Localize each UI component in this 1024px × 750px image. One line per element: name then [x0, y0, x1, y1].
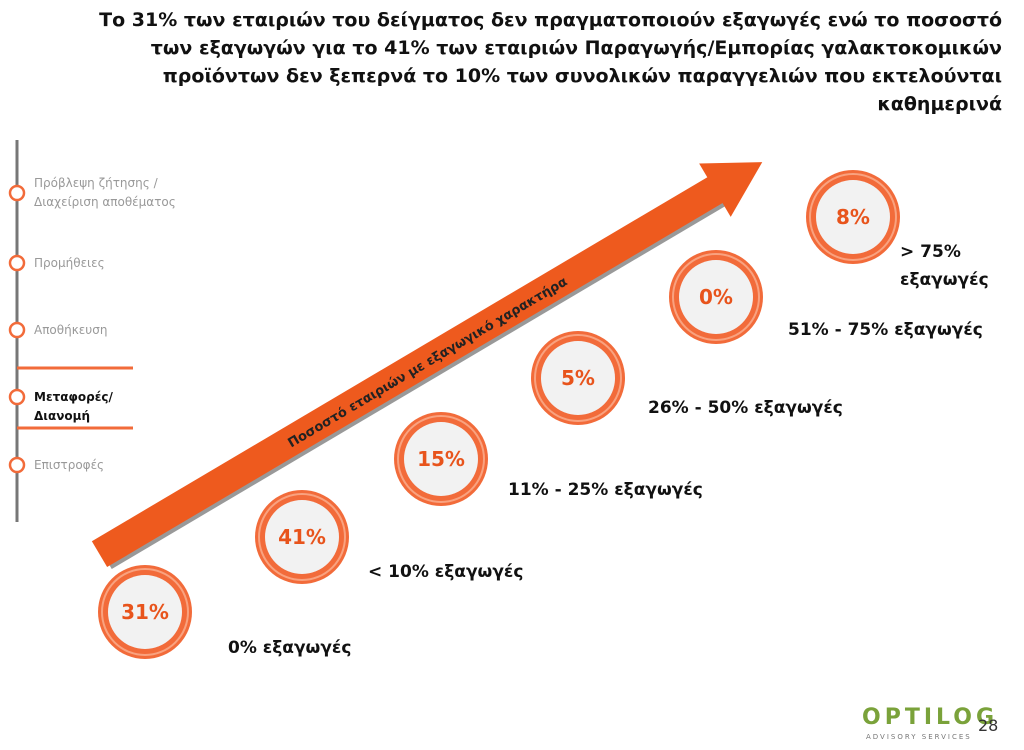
circle-ring-light — [672, 253, 760, 341]
caption: > 75% εξαγωγές — [900, 242, 989, 290]
caption: < 10% εξαγωγές — [368, 562, 524, 582]
circle-inner — [679, 260, 753, 334]
nav-item: Πρόβλεψη ζήτησης / Διαχείριση αποθέματος — [34, 176, 176, 209]
title: Το 31% των εταιριών του δείγματος δεν πρ… — [99, 6, 1002, 118]
circle-inner — [108, 575, 182, 649]
arrow-head — [699, 162, 763, 217]
title-line: των εξαγωγών για το 41% των εταιριών Παρ… — [150, 37, 1002, 59]
circle-value: 5% — [561, 366, 595, 390]
logo: OPTILOG — [862, 705, 999, 730]
circle-value: 15% — [417, 447, 465, 471]
circle-ring-light — [101, 568, 189, 656]
circle-value: 41% — [278, 525, 326, 549]
nav-item: Επιστροφές — [34, 457, 105, 472]
circle-inner — [541, 341, 615, 415]
circle-value: 0% — [699, 285, 733, 309]
nav-bullet — [8, 184, 26, 202]
circle-value: 31% — [121, 600, 169, 624]
nav-item: Αποθήκευση — [34, 322, 108, 337]
title-line: καθημερινά — [877, 93, 1002, 115]
nav-bullet — [8, 388, 26, 406]
caption: 0% εξαγωγές — [228, 638, 352, 658]
nav-item: Προμήθειες — [34, 255, 105, 270]
circle-ring-light — [534, 334, 622, 422]
nav-item: Μεταφορές/ Διανομή — [34, 389, 113, 423]
circle-inner — [404, 422, 478, 496]
circle-value: 8% — [836, 205, 870, 229]
caption: 26% - 50% εξαγωγές — [648, 398, 843, 418]
title-line: Το 31% των εταιριών του δείγματος δεν πρ… — [99, 9, 1002, 31]
circle-ring-light — [258, 493, 346, 581]
nav-bullet — [8, 321, 26, 339]
title-line: προϊόντων δεν ξεπερνά το 10% των συνολικ… — [162, 65, 1002, 87]
page-number: 28 — [978, 716, 999, 735]
nav-bullet — [8, 254, 26, 272]
logo-tagline: ADVISORY SERVICES — [866, 733, 972, 741]
circle-ring-light — [809, 173, 897, 261]
arrow-body — [91, 174, 727, 568]
caption: 11% - 25% εξαγωγές — [508, 480, 703, 500]
circle-ring-light — [397, 415, 485, 503]
circle-inner — [265, 500, 339, 574]
circle-inner — [816, 180, 890, 254]
caption: 51% - 75% εξαγωγές — [788, 320, 983, 340]
nav-bullet — [8, 456, 26, 474]
